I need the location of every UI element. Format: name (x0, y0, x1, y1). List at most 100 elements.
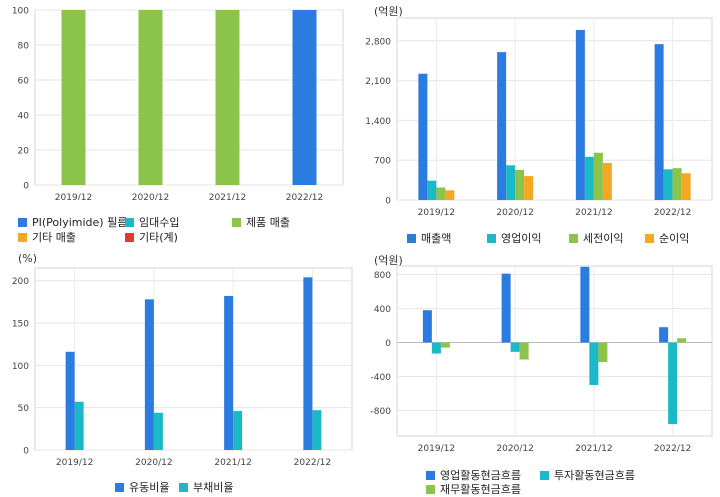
bar (65, 351, 75, 450)
x-tick-label: 2022/12 (294, 458, 331, 468)
bar (422, 310, 432, 343)
legend-item: 기타 매출 (18, 229, 76, 245)
legend-item: 영업이익 (487, 230, 541, 246)
chart-panel-income: (억원) 0 700 1,400 2,100 2,800 2019/12 2020/12 20… (360, 0, 720, 248)
y-tick-label: 0 (385, 339, 391, 349)
legend-swatch (407, 233, 416, 243)
y-tick-label: 20 (18, 147, 30, 157)
legend-item: 유동비율 (115, 479, 169, 495)
legend-item: 임대수입 (125, 214, 179, 230)
bar (61, 10, 86, 185)
chart-income: 0 700 1,400 2,100 2,800 2019/12 2020/12 2021/12… (365, 17, 713, 218)
bar (431, 342, 441, 354)
legend-swatch (115, 482, 124, 492)
bar (681, 173, 691, 200)
chart-panel-cashflow: (억원) -800 -400 0 400 800 2019/12 2020/12 2021/1… (360, 248, 720, 496)
bar (510, 342, 520, 352)
bar (672, 168, 682, 200)
bar (312, 410, 322, 450)
legend-label: 임대수입 (139, 216, 180, 229)
bar (668, 342, 678, 425)
y-tick-label: 60 (18, 77, 30, 87)
y-tick-label: -400 (371, 373, 392, 383)
legend-swatch (18, 217, 27, 227)
bar (440, 342, 450, 348)
x-tick-label: 2020/12 (135, 458, 172, 468)
bar (427, 180, 437, 200)
x-tick-label: 2022/12 (654, 208, 691, 218)
y-tick-label: 2,100 (365, 77, 391, 87)
y-tick-label: 1,400 (365, 117, 391, 127)
bar (580, 266, 590, 343)
bar (593, 152, 603, 200)
legend-label: 재무활동현금흐름 (440, 483, 521, 496)
bar (575, 29, 585, 200)
bar (519, 342, 529, 360)
legend-swatch (487, 233, 496, 243)
legend-swatch (645, 233, 654, 243)
x-tick-label: 2021/12 (575, 444, 612, 454)
legend-item: 부채비율 (179, 479, 233, 495)
unit-label: (억원) (374, 5, 403, 18)
bar (506, 165, 516, 200)
legend-ratios: 유동비율 부채비율 (0, 248, 360, 496)
y-tick-label: 400 (374, 305, 391, 315)
x-tick-label: 2019/12 (418, 208, 455, 218)
unit-label: (억원) (374, 254, 403, 267)
legend-label: 순이익 (659, 232, 690, 245)
legend-item: 영업활동현금흐름 (426, 467, 521, 483)
chart-product-mix: 0 20 40 60 80 100 2019/12 2020/12 2021/12 2022/12 (12, 7, 344, 200)
legend-label: PI(Polyimide) 필름 (32, 216, 128, 229)
legend-item: PI(Polyimide) 필름 (18, 214, 127, 230)
legend-label: 투자활동현금흐름 (554, 469, 635, 482)
y-tick-label: -800 (371, 407, 392, 417)
y-tick-label: 0 (385, 197, 391, 207)
y-tick-label: 150 (12, 320, 29, 330)
bar (144, 299, 154, 450)
legend-item: 투자활동현금흐름 (540, 467, 635, 483)
legend-swatch (426, 484, 435, 494)
bar (224, 295, 234, 450)
legend-swatch (125, 232, 134, 242)
legend-item: 기타(계) (125, 229, 178, 245)
bar (153, 412, 163, 450)
plot-frame (396, 265, 713, 437)
y-tick-label: 100 (12, 7, 29, 17)
bar (436, 187, 446, 200)
chart-panel-product-mix: 0 20 40 60 80 100 2019/12 2020/12 2021/12 2022/12… (0, 0, 360, 248)
legend-label: 유동비율 (129, 481, 170, 494)
legend-item: 세전이익 (569, 230, 623, 246)
x-tick-label: 2020/12 (132, 193, 169, 200)
y-tick-label: 0 (23, 447, 29, 457)
legend-swatch (232, 217, 241, 227)
y-tick-label: 50 (18, 404, 30, 414)
bar (501, 273, 511, 343)
bar (497, 52, 507, 200)
bar (663, 169, 673, 200)
legend-swatch (18, 232, 27, 242)
y-tick-label: 700 (374, 157, 391, 167)
y-tick-label: 200 (12, 277, 29, 287)
legend-label: 영업이익 (501, 232, 542, 245)
legend-label: 부채비율 (193, 481, 234, 494)
y-tick-label: 2,800 (365, 37, 391, 47)
legend-item: 재무활동현금흐름 (426, 481, 521, 497)
legend-item: 매출액 (407, 230, 451, 246)
x-tick-label: 2021/12 (575, 208, 612, 218)
legend-label: 제품 매출 (246, 216, 290, 229)
x-tick-label: 2019/12 (418, 444, 455, 454)
unit-label: (%) (18, 252, 38, 265)
bar (445, 190, 455, 200)
legend-income: 매출액 영업이익 세전이익 순이익 (360, 0, 720, 248)
bar (659, 327, 669, 343)
legend-label: 기타(계) (139, 231, 178, 244)
x-tick-label: 2019/12 (56, 458, 93, 468)
bar (292, 10, 317, 185)
legend-label: 세전이익 (583, 232, 624, 245)
legend-swatch (125, 217, 134, 227)
bar (74, 401, 84, 450)
legend-swatch (426, 470, 435, 480)
bar (138, 10, 163, 185)
